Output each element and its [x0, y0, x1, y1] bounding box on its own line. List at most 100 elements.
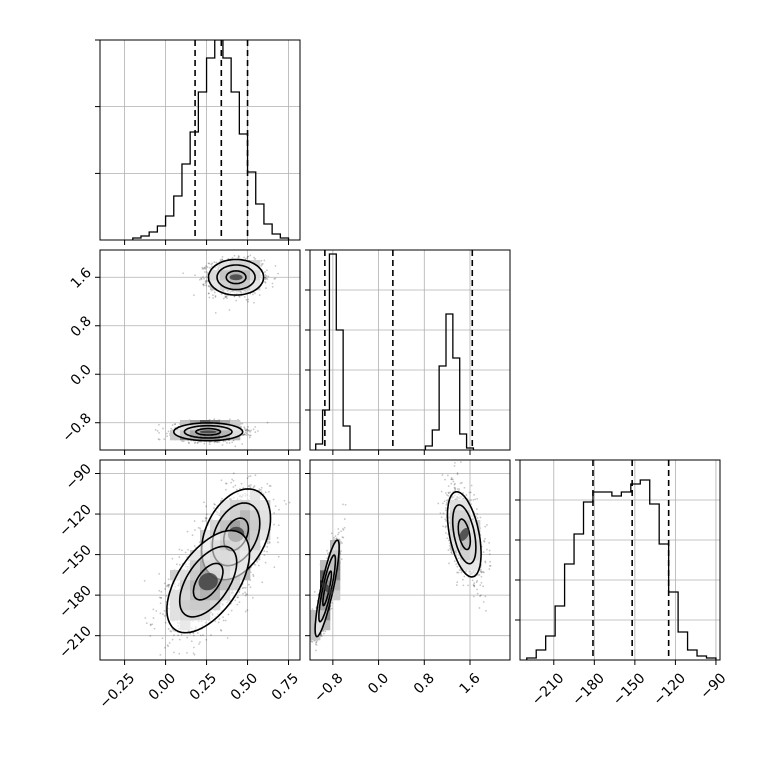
- scatter-point: [266, 542, 269, 545]
- scatter-point: [247, 298, 250, 301]
- scatter-point: [240, 425, 242, 428]
- scatter-point: [201, 520, 204, 523]
- scatter-point: [186, 636, 189, 639]
- scatter-point: [177, 634, 180, 637]
- scatter-point: [250, 484, 252, 486]
- grid-lines: [310, 249, 510, 450]
- axes-frame: [309, 249, 511, 451]
- scatter-point: [166, 435, 169, 438]
- scatter-point: [208, 266, 211, 269]
- scatter-point: [213, 418, 216, 421]
- scatter-point: [191, 534, 194, 537]
- scatter-point: [234, 445, 237, 448]
- scatter-point: [254, 431, 257, 434]
- scatter-point: [237, 255, 240, 257]
- scatter-point: [205, 638, 208, 641]
- scatter-point: [264, 278, 267, 281]
- scatter-point: [250, 429, 252, 432]
- x-tick-label: −210: [529, 670, 568, 709]
- scatter-point: [200, 278, 203, 280]
- scatter-point: [244, 610, 247, 613]
- scatter-point: [155, 610, 158, 612]
- scatter-point: [260, 486, 263, 489]
- contour-line: [216, 264, 256, 291]
- scatter-point: [197, 441, 199, 444]
- scatter-point: [149, 624, 152, 627]
- scatter-point: [249, 431, 252, 433]
- scatter-point: [156, 430, 159, 432]
- histogram-step: [132, 40, 290, 240]
- scatter-point: [205, 275, 208, 278]
- scatter-point: [204, 268, 207, 270]
- scatter-point: [247, 300, 249, 303]
- scatter-point: [274, 277, 277, 280]
- scatter-point: [260, 491, 263, 494]
- scatter-point: [158, 431, 160, 434]
- scatter-point: [247, 475, 250, 478]
- scatter-point: [190, 640, 193, 643]
- scatter-point: [203, 284, 205, 287]
- scatter-point: [244, 431, 247, 434]
- axes-frame: [99, 39, 301, 241]
- scatter-point: [285, 503, 287, 505]
- scatter-point: [212, 297, 215, 299]
- scatter-point: [277, 541, 279, 544]
- scatter-point: [196, 442, 199, 444]
- scatter-point: [249, 434, 252, 437]
- scatter-point: [264, 491, 267, 494]
- scatter-point: [251, 293, 254, 296]
- scatter-point: [182, 272, 185, 275]
- scatter-point: [272, 498, 275, 501]
- scatter-point: [161, 637, 164, 640]
- x-tick-label: −150: [610, 670, 649, 709]
- scatter-point: [222, 440, 225, 443]
- scatter-point: [208, 296, 211, 299]
- scatter-point: [265, 275, 268, 277]
- scatter-point: [201, 266, 204, 269]
- scatter-point: [245, 428, 248, 431]
- scatter-point: [253, 301, 255, 304]
- scatter-point: [234, 484, 237, 487]
- scatter-point: [245, 434, 248, 436]
- scatter-point: [271, 282, 274, 285]
- scatter-point: [261, 581, 264, 584]
- scatter-point: [249, 254, 252, 257]
- scatter-point: [248, 583, 250, 586]
- scatter-point: [249, 486, 252, 488]
- scatter-point: [205, 271, 208, 274]
- scatter-point: [254, 563, 257, 566]
- scatter-point: [225, 296, 228, 298]
- scatter-point: [278, 508, 280, 511]
- scatter-point: [201, 268, 204, 270]
- scatter-point: [241, 422, 244, 425]
- scatter-point: [258, 488, 261, 491]
- scatter-point: [246, 430, 249, 432]
- scatter-point: [213, 291, 216, 294]
- scatter-point: [202, 283, 205, 286]
- scatter-point: [264, 276, 267, 279]
- scatter-point: [172, 651, 175, 654]
- scatter-point: [225, 295, 228, 297]
- scatter-point: [207, 262, 210, 265]
- scatter-point: [221, 444, 224, 446]
- scatter-point: [237, 256, 240, 259]
- grid-lines: [520, 459, 720, 660]
- scatter-point: [246, 428, 249, 431]
- scatter-point: [266, 546, 269, 548]
- scatter-point: [158, 423, 160, 426]
- scatter-point: [243, 433, 245, 436]
- scatter-point: [168, 584, 170, 586]
- scatter-point: [276, 537, 279, 539]
- scatter-point: [202, 283, 205, 286]
- scatter-point: [198, 278, 201, 281]
- scatter-point: [260, 259, 263, 262]
- scatter-point: [204, 271, 206, 273]
- scatter-point: [149, 634, 152, 637]
- contour-line: [183, 424, 233, 439]
- scatter-point: [246, 609, 249, 611]
- scatter-point: [253, 485, 256, 487]
- scatter-point: [246, 255, 249, 258]
- scatter-point: [230, 481, 233, 484]
- histogram-step: [526, 479, 717, 660]
